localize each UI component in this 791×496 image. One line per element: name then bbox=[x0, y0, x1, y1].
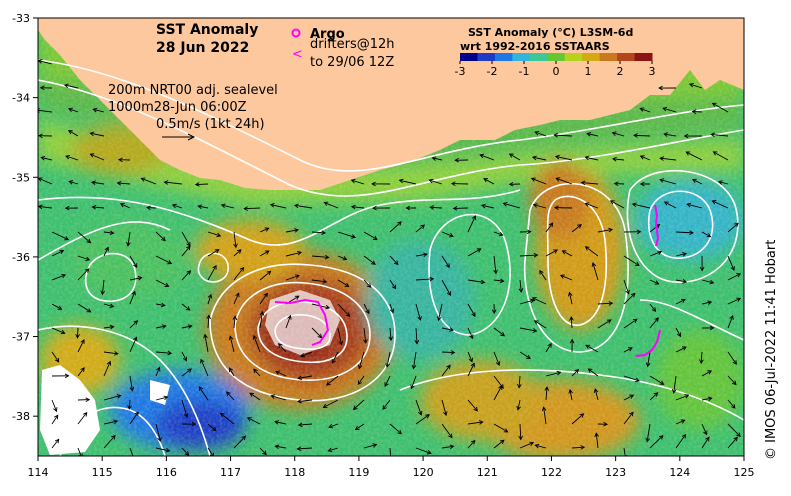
colorbar-title-line2: wrt 1992-2016 SSTAARS bbox=[460, 40, 610, 53]
colorbar-tick-label: 1 bbox=[585, 65, 592, 78]
velocity-scale-label: 0.5m/s (1kt 24h) bbox=[156, 117, 265, 132]
colorbar-swatch bbox=[565, 53, 583, 61]
credit-text: © IMOS 06-Jul-2022 11:41 Hobart bbox=[764, 200, 784, 460]
drifters-legend-line2: to 29/06 12Z bbox=[310, 55, 394, 70]
x-tick-label: 117 bbox=[220, 466, 241, 479]
colorbar-tick-label: 3 bbox=[649, 65, 656, 78]
x-axis: 114 115 116 117 118 119 120 121 122 123 124 125 bbox=[28, 456, 755, 479]
x-tick-label: 116 bbox=[156, 466, 177, 479]
y-tick-label: -37 bbox=[12, 331, 30, 344]
y-axis: -33 -34 -35 -36 -37 -38 bbox=[12, 12, 38, 423]
colorbar-swatch bbox=[582, 53, 600, 61]
x-tick-label: 123 bbox=[605, 466, 626, 479]
colorbar-swatch bbox=[600, 53, 618, 61]
x-tick-label: 119 bbox=[348, 466, 369, 479]
colorbar-swatch bbox=[512, 53, 530, 61]
x-tick-label: 121 bbox=[477, 466, 498, 479]
drifters-legend-line1: drifters@12h bbox=[310, 37, 395, 52]
colorbar-swatch bbox=[460, 53, 478, 61]
colorbar-title-line1: SST Anomaly (°C) L3SM-6d bbox=[468, 26, 633, 39]
contour-info-line2: 1000m28-Jun 06:00Z bbox=[108, 100, 247, 115]
y-tick-label: -38 bbox=[12, 410, 30, 423]
colorbar-tick-label: -2 bbox=[487, 65, 498, 78]
colorbar-swatch bbox=[477, 53, 495, 61]
x-tick-label: 122 bbox=[541, 466, 562, 479]
map-title-line1: SST Anomaly bbox=[156, 22, 258, 38]
x-tick-label: 125 bbox=[734, 466, 755, 479]
contour-info-line1: 200m NRT00 adj. sealevel bbox=[108, 83, 278, 98]
colorbar-tick-label: -3 bbox=[455, 65, 466, 78]
x-tick-label: 115 bbox=[92, 466, 113, 479]
colorbar-swatch bbox=[530, 53, 548, 61]
colorbar-tick-label: 0 bbox=[553, 65, 560, 78]
colorbar-swatch bbox=[635, 53, 653, 61]
x-tick-label: 118 bbox=[284, 466, 305, 479]
y-tick-label: -36 bbox=[12, 251, 30, 264]
colorbar-tick-label: 2 bbox=[617, 65, 624, 78]
colorbar-tick-label: -1 bbox=[519, 65, 530, 78]
y-tick-label: -34 bbox=[12, 92, 30, 105]
x-tick-label: 114 bbox=[28, 466, 49, 479]
y-tick-label: -33 bbox=[12, 12, 30, 25]
x-tick-label: 124 bbox=[669, 466, 690, 479]
colorbar-swatch bbox=[547, 53, 565, 61]
colorbar-swatch bbox=[617, 53, 635, 61]
drifter-marker-icon: < bbox=[292, 47, 303, 62]
y-tick-label: -35 bbox=[12, 171, 30, 184]
x-tick-label: 120 bbox=[413, 466, 434, 479]
map-title-line2: 28 Jun 2022 bbox=[156, 40, 249, 56]
colorbar-swatch bbox=[495, 53, 513, 61]
